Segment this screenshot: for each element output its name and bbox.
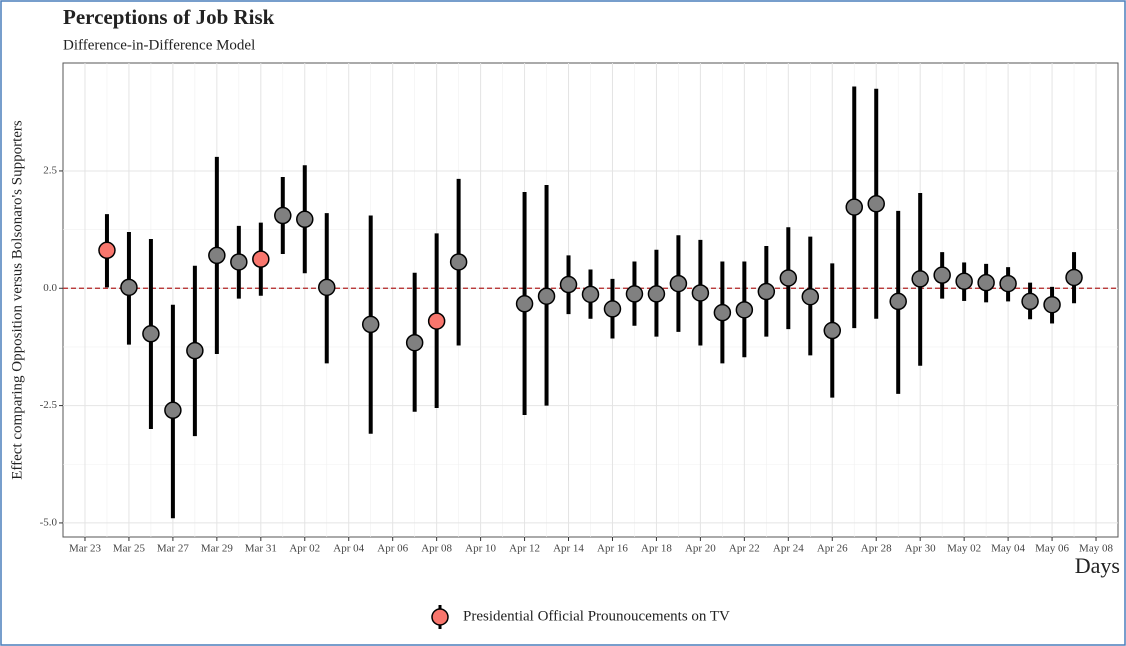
point [405,333,424,352]
point [669,274,688,293]
x-tick-label: Apr 12 [509,543,540,555]
x-axis-label: Days [1075,553,1120,578]
point [801,287,820,306]
point [867,195,885,213]
point [911,270,929,288]
point [208,246,226,265]
chart-subtitle: Difference-in-Difference Model [63,37,255,53]
point [296,210,314,229]
x-tick-label: Mar 29 [201,543,234,555]
point [625,285,644,303]
point [142,325,160,343]
y-tick-label: 2.5 [43,164,57,176]
point [361,315,380,334]
point [845,198,863,216]
x-tick-label: Apr 16 [597,543,628,555]
x-tick-label: May 04 [991,543,1025,555]
point [999,274,1017,293]
x-tick-label: Mar 23 [69,543,102,555]
x-tick-label: Mar 31 [245,543,277,555]
y-tick-label: -5.0 [40,516,58,528]
x-tick-label: Apr 10 [465,543,496,555]
point [449,253,468,271]
x-tick-label: Apr 04 [333,543,364,555]
point [933,266,951,284]
point [515,295,534,313]
point [274,206,292,225]
point [1065,268,1083,287]
legend-label: Presidential Official Prounoucements on … [463,608,730,624]
y-tick-label: 0.0 [43,282,57,294]
x-tick-label: Apr 02 [289,543,320,555]
point [713,303,732,322]
point [1043,295,1061,314]
x-tick-label: Apr 18 [641,543,672,555]
x-tick-label: Apr 06 [377,543,408,555]
x-tick-label: Apr 28 [861,543,892,555]
legend-marker [431,608,449,626]
point [537,287,556,305]
x-tick-label: Mar 27 [157,543,190,555]
x-tick-label: Apr 20 [685,543,716,555]
point [603,300,622,318]
x-tick-label: Mar 25 [113,543,146,555]
point [977,273,995,292]
x-tick-label: Apr 26 [817,543,848,555]
y-axis-label: Effect comparing Opposition versus Bolso… [9,120,25,480]
point [691,284,710,302]
point [955,272,973,290]
point [647,285,666,303]
point [735,301,754,319]
point [559,275,578,294]
point [757,282,776,301]
x-tick-label: May 02 [947,543,981,555]
chart-title: Perceptions of Job Risk [63,5,275,29]
x-tick-label: Apr 08 [421,543,452,555]
point [186,341,204,360]
point [427,312,446,330]
x-tick-label: Apr 14 [553,543,584,555]
point [120,278,138,297]
point [779,269,798,287]
point [823,321,842,340]
x-tick-label: Apr 30 [905,543,936,555]
x-tick-label: Apr 24 [773,543,804,555]
x-tick-label: Apr 22 [729,543,760,555]
point [164,401,182,420]
x-tick-label: May 08 [1079,543,1113,555]
point [889,292,907,311]
point [252,250,270,268]
point [230,253,248,271]
point [581,285,600,304]
point [1021,292,1039,311]
point [318,278,336,297]
x-tick-label: May 06 [1035,543,1069,555]
y-tick-label: -2.5 [40,399,58,411]
point [98,241,116,260]
